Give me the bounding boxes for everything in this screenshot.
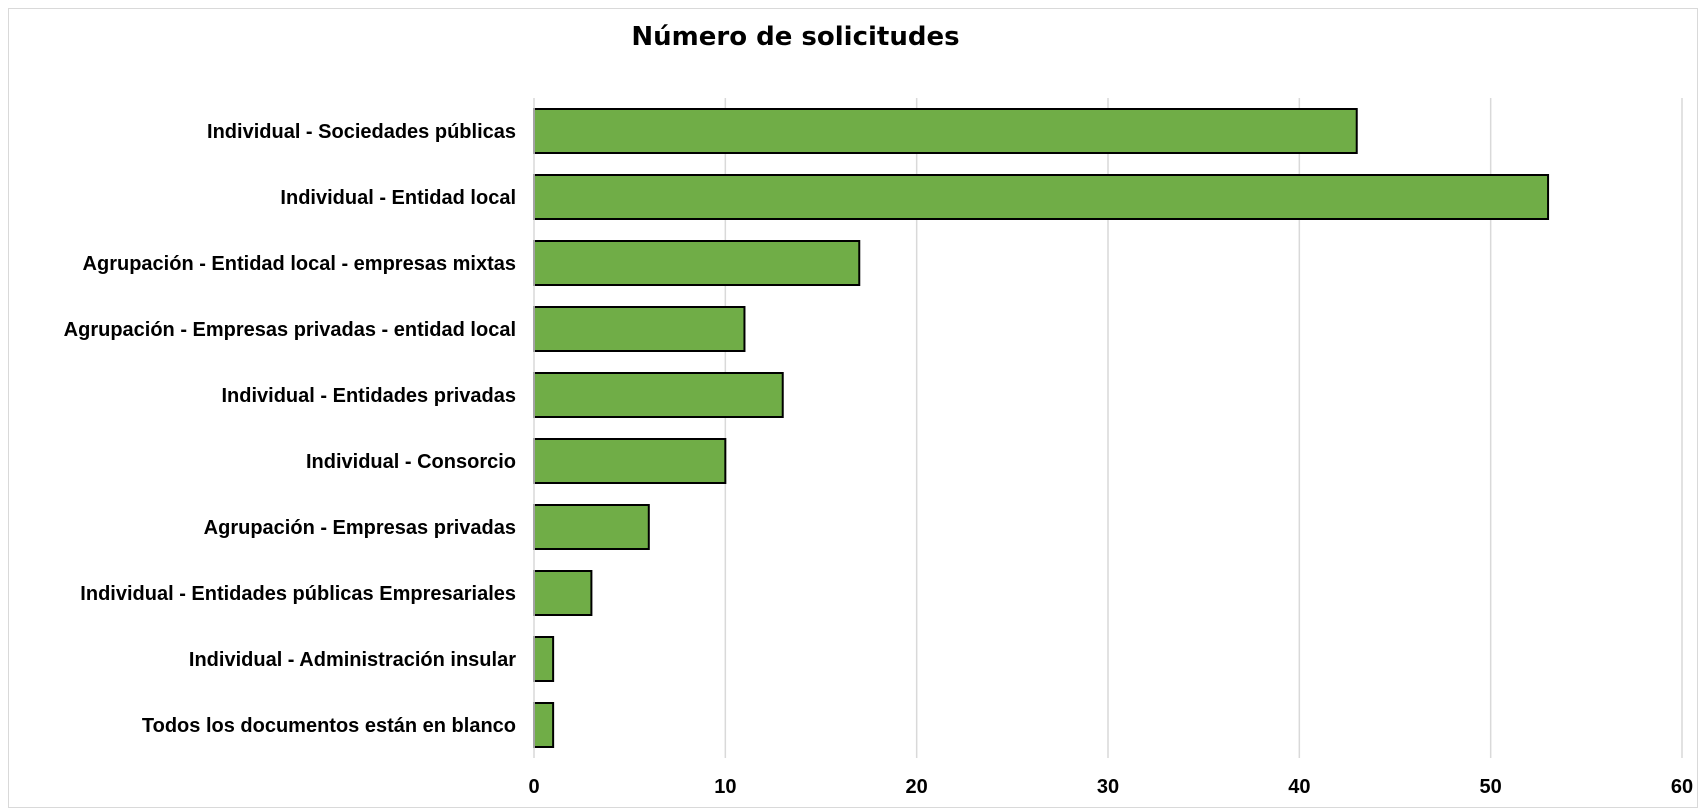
category-label: Individual - Entidades públicas Empresar… <box>80 583 516 605</box>
x-tick-label: 50 <box>1480 776 1502 798</box>
bar <box>533 702 555 748</box>
bar <box>533 306 746 352</box>
bar <box>533 108 1358 154</box>
category-label: Agrupación - Empresas privadas - entidad… <box>64 319 516 341</box>
x-tick-label: 30 <box>1097 776 1119 798</box>
category-label: Individual - Consorcio <box>306 451 516 473</box>
bar <box>533 570 593 616</box>
chart-title: Número de solicitudes <box>631 22 960 52</box>
category-label: Individual - Administración insular <box>189 649 516 671</box>
bar <box>533 240 861 286</box>
category-label: Todos los documentos están en blanco <box>142 715 516 737</box>
category-label: Individual - Sociedades públicas <box>207 121 516 143</box>
bar <box>533 372 784 418</box>
bar <box>533 174 1550 220</box>
x-tick-label: 10 <box>714 776 736 798</box>
x-tick-label: 20 <box>906 776 928 798</box>
x-tick-label: 40 <box>1288 776 1310 798</box>
bar <box>533 636 555 682</box>
bar <box>533 504 650 550</box>
category-label: Individual - Entidades privadas <box>221 385 516 407</box>
x-tick-label: 60 <box>1671 776 1693 798</box>
category-label: Agrupación - Entidad local - empresas mi… <box>83 253 516 275</box>
x-tick-label: 0 <box>528 776 539 798</box>
category-label: Agrupación - Empresas privadas <box>204 517 516 539</box>
bar <box>533 438 727 484</box>
category-label: Individual - Entidad local <box>280 187 516 209</box>
